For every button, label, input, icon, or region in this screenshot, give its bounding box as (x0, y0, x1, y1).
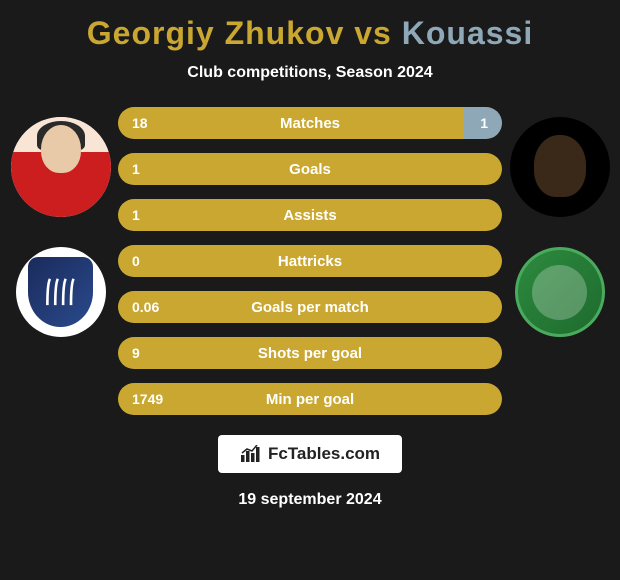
stat-label: Matches (280, 115, 340, 132)
page-title: Georgiy Zhukov vs Kouassi (87, 15, 533, 52)
left-column (8, 107, 113, 337)
footer: FcTables.com 19 september 2024 (218, 435, 402, 509)
player-left-avatar (11, 117, 111, 217)
stat-row: 0.06 Goals per match (118, 291, 502, 323)
title-vs: vs (344, 15, 401, 51)
stat-value-left: 1 (132, 207, 140, 223)
date-text: 19 september 2024 (238, 491, 381, 509)
stat-row: 1749 Min per goal (118, 383, 502, 415)
stat-label: Hattricks (278, 253, 342, 270)
stat-label: Min per goal (266, 391, 354, 408)
logo-box: FcTables.com (218, 435, 402, 473)
stat-value-right: 1 (480, 115, 488, 131)
title-player-left: Georgiy Zhukov (87, 15, 345, 51)
logo-text: FcTables.com (268, 444, 380, 464)
player-right-avatar (510, 117, 610, 217)
stat-value-left: 0.06 (132, 299, 159, 315)
stat-label: Goals (289, 161, 331, 178)
stat-row: 18 1 Matches (118, 107, 502, 139)
stat-row: 0 Hattricks (118, 245, 502, 277)
comparison-section: 18 1 Matches 1 Goals 1 Assists 0 Hattricks 0.06 Go… (0, 107, 620, 415)
stat-value-left: 9 (132, 345, 140, 361)
stat-row: 9 Shots per goal (118, 337, 502, 369)
stat-value-left: 0 (132, 253, 140, 269)
chart-icon (240, 445, 262, 463)
stat-value-left: 1749 (132, 391, 163, 407)
main-container: Georgiy Zhukov vs Kouassi Club competiti… (0, 0, 620, 580)
right-column (507, 107, 612, 337)
subtitle: Club competitions, Season 2024 (187, 64, 432, 82)
stats-bars: 18 1 Matches 1 Goals 1 Assists 0 Hattricks 0.06 Go… (113, 107, 507, 415)
club-right-badge (515, 247, 605, 337)
stat-row: 1 Assists (118, 199, 502, 231)
stat-value-left: 1 (132, 161, 140, 177)
stat-label: Assists (283, 207, 336, 224)
stat-label: Goals per match (251, 299, 369, 316)
stat-row: 1 Goals (118, 153, 502, 185)
badge-stripes-icon (43, 272, 78, 312)
club-left-badge (16, 247, 106, 337)
title-player-right: Kouassi (402, 15, 533, 51)
stat-label: Shots per goal (258, 345, 362, 362)
stat-value-left: 18 (132, 115, 148, 131)
